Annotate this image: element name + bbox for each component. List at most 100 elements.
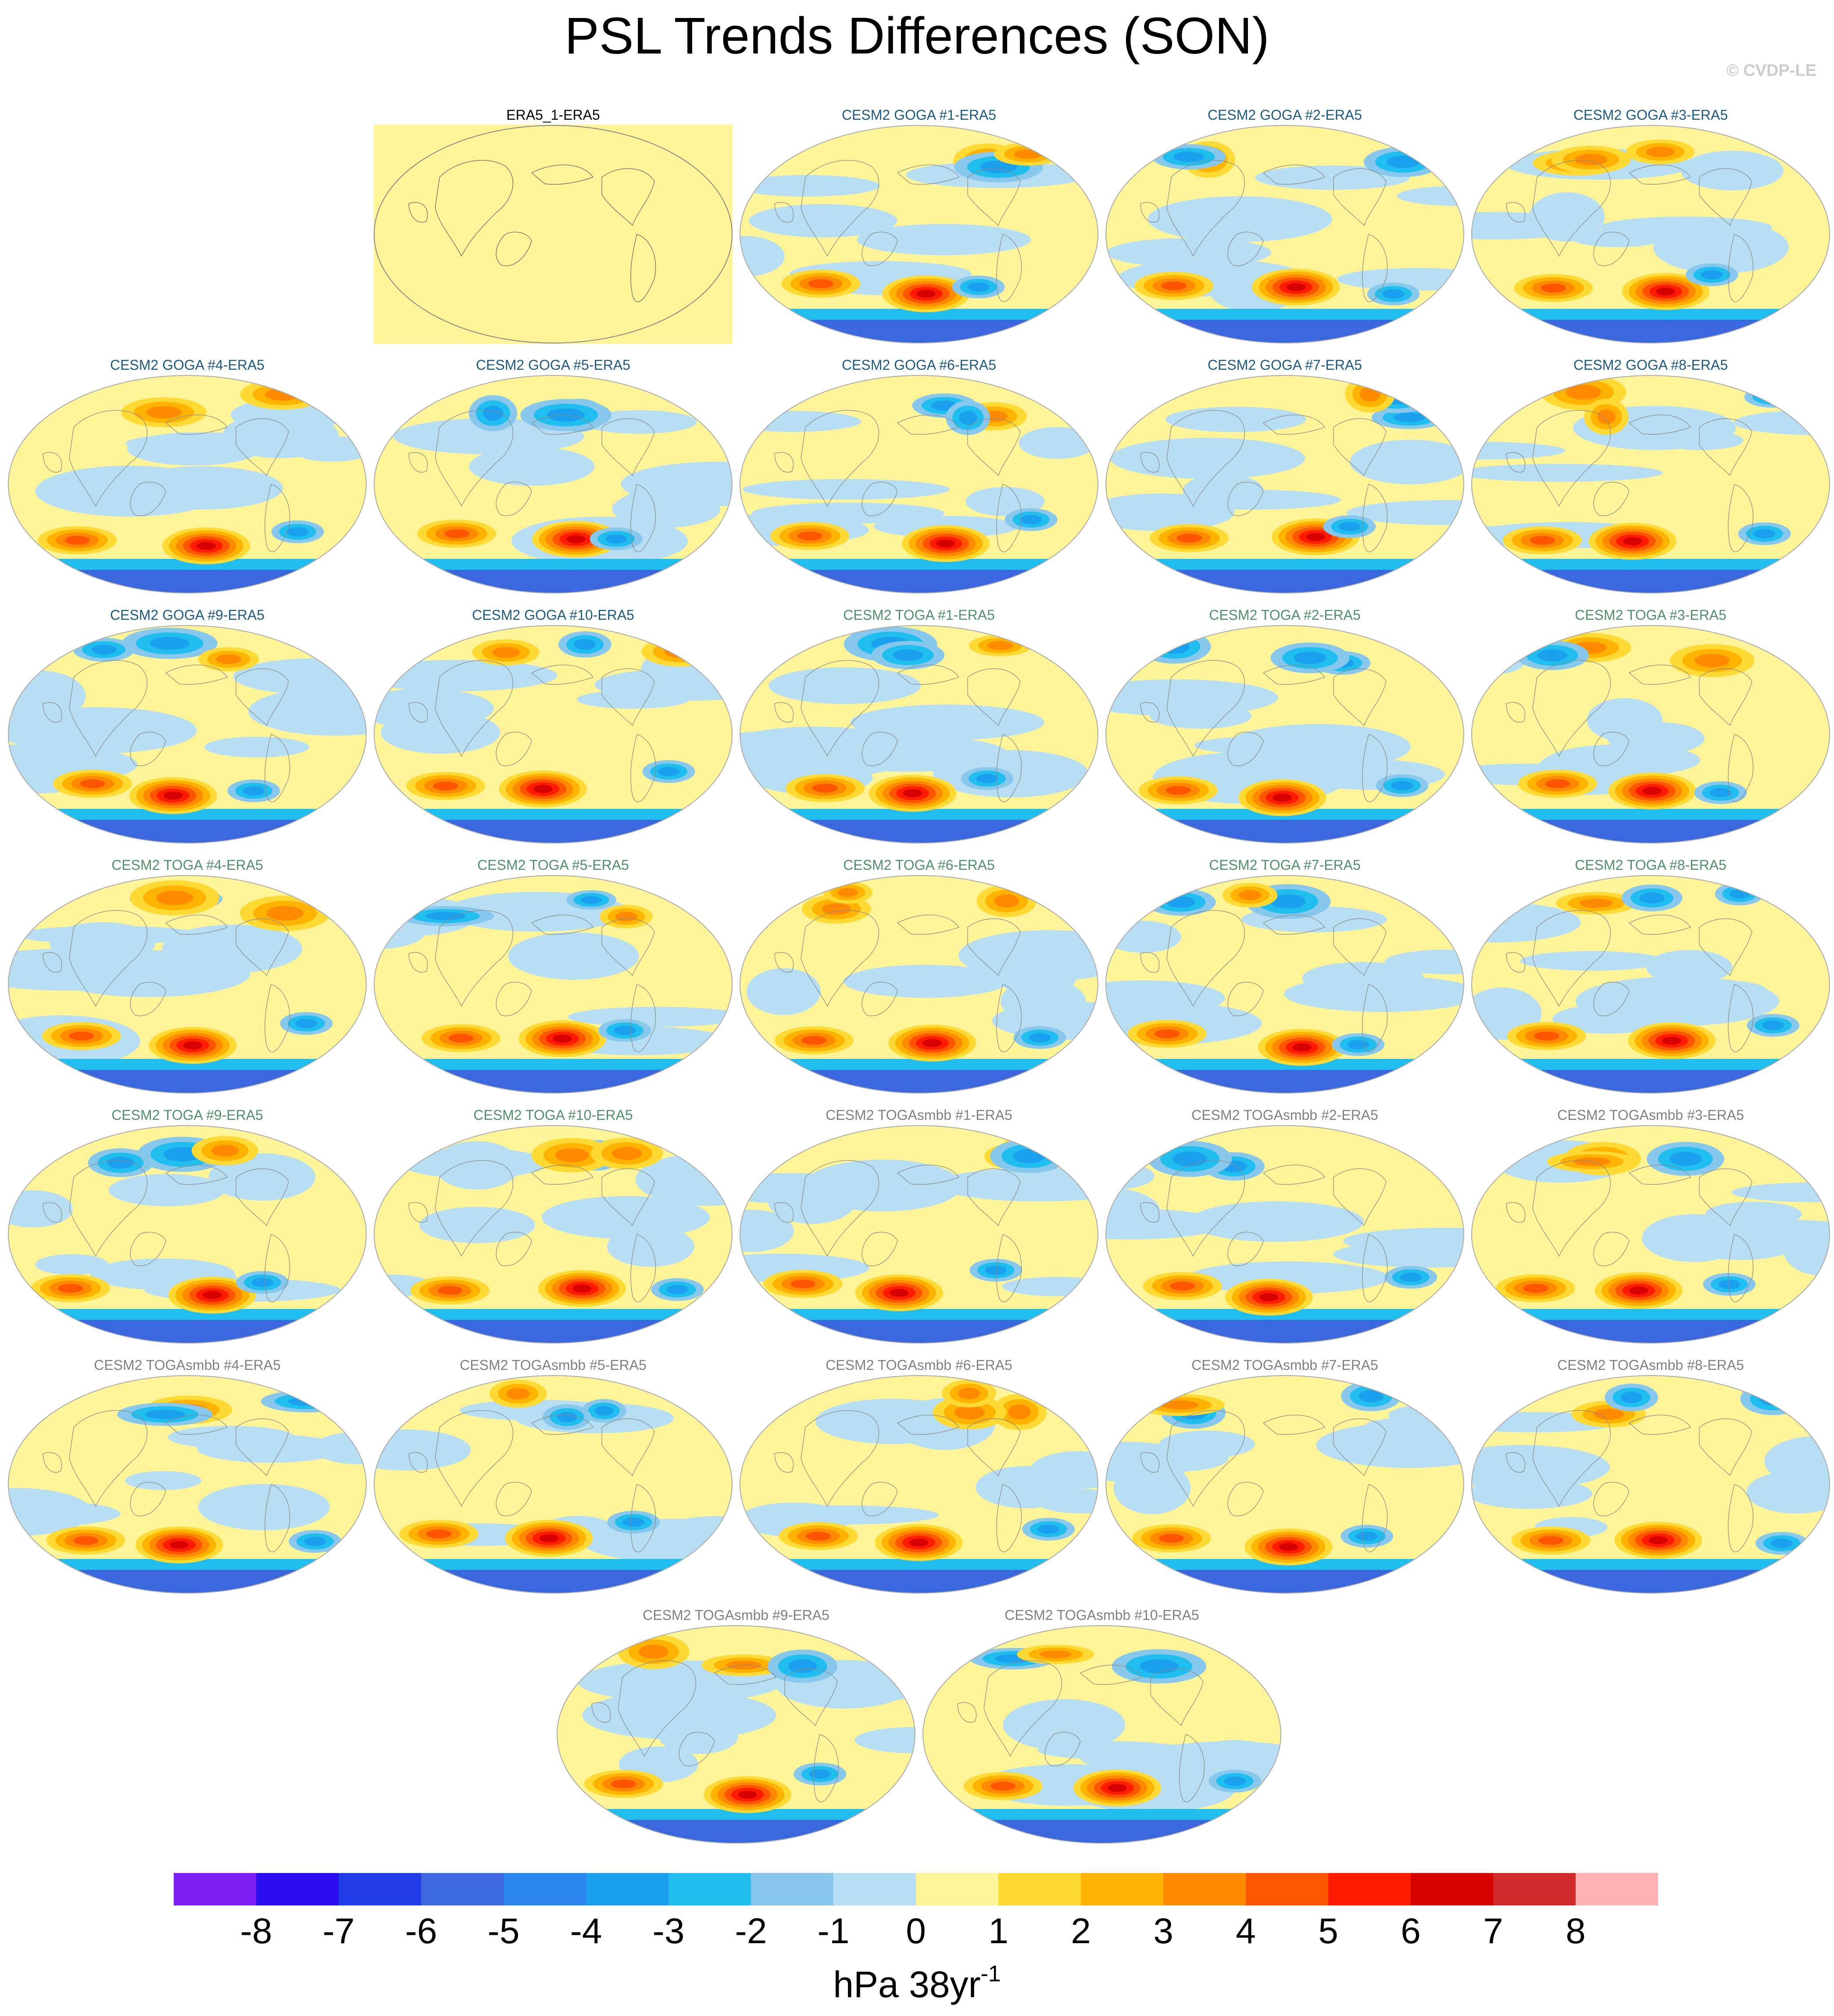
contour-region — [1599, 216, 1772, 238]
panel-title: CESM2 TOGAsmbb #7-ERA5 — [1191, 1357, 1378, 1373]
coastline — [897, 915, 960, 935]
contour-region — [999, 956, 1076, 998]
map-panel: CESM2 TOGA #3-ERA5 — [1471, 606, 1830, 856]
coastline — [1362, 234, 1388, 302]
contour-region — [8, 1070, 366, 1093]
coastline — [69, 910, 148, 1007]
coastline — [265, 734, 290, 802]
colorbar-swatch — [669, 1873, 751, 1905]
map-outline — [8, 625, 367, 844]
panel-title: CESM2 TOGA #2-ERA5 — [1209, 607, 1361, 623]
coastline — [801, 660, 879, 757]
coastline — [897, 164, 960, 185]
coastline — [1628, 1415, 1691, 1435]
colorbar-tick-label: 7 — [1483, 1911, 1503, 1951]
contour-region — [1020, 515, 1042, 525]
map-field — [374, 375, 733, 593]
contour-region — [801, 1036, 827, 1045]
coastline — [1227, 732, 1264, 766]
contour-region — [1394, 412, 1425, 422]
contour-region — [994, 894, 1019, 908]
contour-region — [1520, 951, 1664, 971]
contour-region — [1347, 500, 1464, 525]
coastline — [1506, 1452, 1526, 1473]
contour-region — [987, 641, 1014, 650]
coastline — [618, 1660, 697, 1757]
coastline — [1166, 910, 1245, 1007]
coastline — [1333, 418, 1387, 476]
contour-region — [419, 1207, 536, 1244]
contour-region — [1753, 529, 1776, 539]
coastline — [1262, 665, 1326, 685]
map-panel: CESM2 GOGA #4-ERA5 — [8, 356, 367, 606]
contour-region — [1166, 896, 1195, 908]
coastline — [1532, 160, 1611, 257]
coastline — [408, 202, 428, 223]
coastline — [996, 484, 1022, 552]
contour-region — [916, 290, 936, 298]
colorbar-swatch — [586, 1873, 669, 1905]
colorbar: -8 -7 -6 -5 -4 -3 -2 -1 0 1 2 3 4 5 6 7 8 — [174, 1873, 1658, 1951]
contour-region — [304, 1537, 326, 1546]
contour-region — [444, 529, 469, 538]
coastline — [1166, 1160, 1245, 1257]
colorbar-tick-label: -2 — [735, 1911, 767, 1951]
contour-region — [1108, 1784, 1127, 1792]
contour-region — [740, 320, 1098, 343]
coastline — [43, 452, 62, 473]
coastline — [591, 1702, 611, 1723]
coastline — [435, 660, 514, 757]
map-field — [740, 875, 1098, 1094]
contour-region — [80, 779, 105, 788]
contour-region — [1530, 536, 1555, 545]
contour-region — [749, 204, 897, 238]
coastline — [408, 452, 428, 473]
map-panel: CESM2 TOGAsmbb #6-ERA5 — [740, 1356, 1098, 1606]
map-panel: CESM2 TOGAsmbb #10-ERA5 — [922, 1606, 1281, 1856]
contour-region — [980, 161, 1017, 174]
contour-region — [1545, 779, 1570, 788]
colorbar-swatch — [1328, 1873, 1411, 1905]
coastline — [601, 668, 655, 726]
contour-region — [1080, 1744, 1246, 1772]
panel-title: ERA5_1-ERA5 — [506, 107, 600, 123]
coastline — [1166, 660, 1245, 757]
contour-region — [1646, 147, 1675, 157]
contour-region — [843, 965, 1008, 998]
map-field — [1105, 375, 1464, 593]
coastline — [531, 665, 594, 685]
coastline — [1728, 1234, 1754, 1302]
page-title: PSL Trends Differences (SON) — [565, 7, 1269, 65]
contour-region — [1159, 1430, 1255, 1458]
contour-region — [1106, 570, 1464, 593]
coastline — [967, 668, 1021, 726]
contour-region — [1574, 154, 1608, 165]
map-outline — [1105, 875, 1464, 1094]
contour-region — [1148, 634, 1201, 659]
contour-region — [1472, 320, 1830, 343]
coastline — [862, 482, 898, 516]
coastline — [69, 1410, 148, 1507]
contour-region — [850, 704, 1044, 740]
coastline — [774, 1452, 794, 1473]
contour-region — [622, 1517, 644, 1527]
contour-region — [936, 539, 955, 548]
contour-region — [954, 1405, 985, 1420]
coastline — [1699, 1418, 1752, 1476]
map-panel: CESM2 GOGA #1-ERA5 — [740, 106, 1098, 356]
contour-region — [1472, 1320, 1830, 1343]
map-panel: CESM2 GOGA #6-ERA5 — [740, 356, 1098, 606]
contour-region — [812, 783, 838, 793]
coastline — [1333, 168, 1387, 226]
contour-region — [740, 175, 880, 197]
coastline — [130, 732, 166, 766]
contour-region — [594, 668, 732, 701]
coastline — [1628, 915, 1691, 935]
contour-region — [574, 639, 596, 650]
coastline — [1333, 918, 1387, 976]
map-outline — [1471, 125, 1830, 343]
contour-region — [837, 888, 858, 897]
coastline — [496, 482, 532, 516]
contour-region — [125, 433, 310, 454]
contour-region — [740, 1070, 1098, 1093]
